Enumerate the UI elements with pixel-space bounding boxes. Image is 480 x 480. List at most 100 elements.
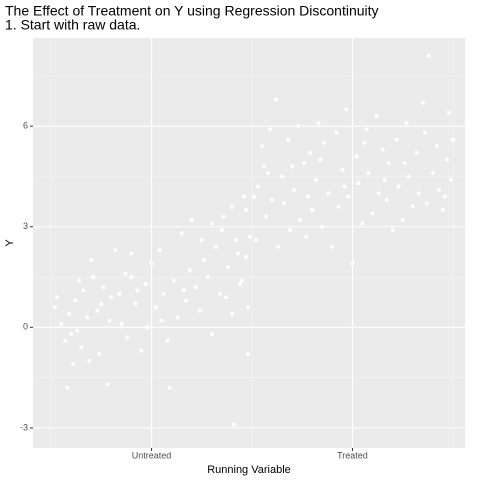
point [334, 130, 339, 135]
point [420, 100, 425, 105]
point [199, 238, 204, 243]
point [424, 201, 429, 206]
point [446, 110, 451, 115]
point [135, 288, 140, 293]
point [99, 301, 104, 306]
point [213, 244, 218, 249]
point [256, 184, 261, 189]
y-tick-label: -3 [20, 422, 28, 432]
point [165, 338, 170, 343]
point [139, 348, 144, 353]
point [330, 244, 335, 249]
point [410, 204, 415, 209]
point [65, 385, 70, 390]
points [53, 53, 455, 427]
point [306, 194, 311, 199]
point [276, 244, 281, 249]
point [416, 191, 421, 196]
point [77, 278, 82, 283]
point [209, 332, 214, 337]
point [107, 318, 112, 323]
x-tick-label: Untreated [132, 450, 172, 460]
point [129, 251, 134, 256]
point [229, 204, 234, 209]
y-tick-label: 0 [23, 322, 28, 332]
point [91, 275, 96, 280]
point [390, 228, 395, 233]
point [181, 288, 186, 293]
point [286, 137, 291, 142]
point [63, 338, 68, 343]
point [346, 194, 351, 199]
point [59, 321, 64, 326]
point [67, 311, 72, 316]
point [336, 204, 341, 209]
point [320, 224, 325, 229]
point [189, 218, 194, 223]
y-tick-label: 6 [23, 121, 28, 131]
point [87, 358, 92, 363]
point [179, 231, 184, 236]
point [175, 315, 180, 320]
point [75, 328, 80, 333]
point [55, 295, 60, 300]
point [440, 207, 445, 212]
point [233, 238, 238, 243]
chart-title: The Effect of Treatment on Y using Regre… [5, 3, 379, 19]
point [326, 191, 331, 196]
point [109, 295, 114, 300]
point [422, 130, 427, 135]
point [318, 157, 323, 162]
point [436, 187, 441, 192]
point [402, 161, 407, 166]
point [73, 298, 78, 303]
point [125, 335, 130, 340]
point [290, 164, 295, 169]
point [219, 228, 224, 233]
point [450, 137, 455, 142]
point [370, 211, 375, 216]
point [248, 234, 253, 239]
point [187, 268, 192, 273]
point [376, 191, 381, 196]
point [262, 164, 267, 169]
point [296, 124, 301, 129]
point [380, 147, 385, 152]
point [123, 271, 128, 276]
y-tick-label: 3 [23, 221, 28, 231]
point [157, 248, 162, 253]
point [81, 288, 86, 293]
point [434, 144, 439, 149]
point [237, 281, 242, 286]
point [205, 275, 210, 280]
point [448, 177, 453, 182]
point [400, 218, 405, 223]
point [362, 140, 367, 145]
point [382, 177, 387, 182]
point [374, 114, 379, 119]
point [225, 264, 230, 269]
point [85, 315, 90, 320]
point [101, 285, 106, 290]
point [171, 278, 176, 283]
point [119, 321, 124, 326]
point [442, 194, 447, 199]
point [384, 197, 389, 202]
point [260, 144, 265, 149]
point [117, 291, 122, 296]
point [254, 238, 259, 243]
point [209, 221, 214, 226]
y-axis-label: Y [4, 239, 16, 247]
point [274, 97, 279, 102]
point [235, 251, 240, 256]
point [79, 345, 84, 350]
panel [33, 38, 465, 448]
point [159, 318, 164, 323]
point [105, 382, 110, 387]
point [426, 53, 431, 58]
point [245, 305, 250, 310]
point [288, 228, 293, 233]
point [229, 311, 234, 316]
point [113, 248, 118, 253]
point [97, 352, 102, 357]
